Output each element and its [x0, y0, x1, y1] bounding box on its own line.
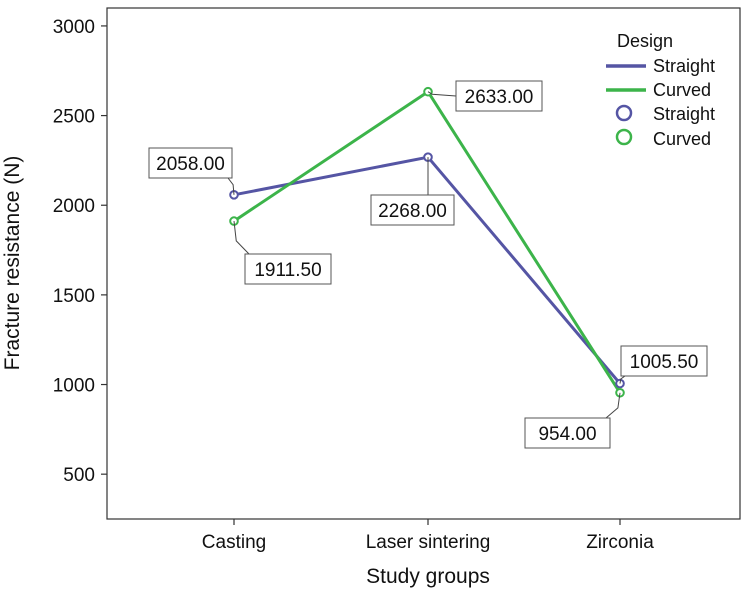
- data-label-box: [148, 147, 233, 179]
- data-point-curved: [423, 86, 433, 97]
- data-label-leader: [605, 392, 621, 419]
- y-tick-label: 3000: [53, 17, 95, 38]
- legend: Design Straight Curved Straight Curved: [606, 31, 715, 149]
- data-label: 2058.00: [156, 154, 225, 175]
- x-tick-label: Laser sintering: [366, 532, 491, 553]
- data-label-leader: [227, 177, 235, 195]
- y-tick-label: 2500: [53, 107, 95, 128]
- data-label-box: [620, 345, 708, 377]
- series-line-curved: [233, 90, 622, 394]
- data-label: 2633.00: [465, 87, 534, 108]
- series-group: [229, 86, 625, 398]
- legend-marker-swatch-curved: [615, 128, 633, 146]
- plot-frame: [106, 7, 741, 520]
- data-label-box: [455, 80, 543, 112]
- y-tick-label: 500: [63, 465, 95, 486]
- legend-marker-swatch-straight: [615, 104, 633, 122]
- data-label-leader: [619, 375, 626, 384]
- x-tick-label: Casting: [202, 532, 266, 553]
- data-label: 954.00: [538, 424, 596, 445]
- data-label: 2268.00: [378, 201, 447, 222]
- data-label-box: [370, 194, 455, 226]
- y-axis: 500 1000 1500 2000 2500 3000: [53, 17, 107, 486]
- y-tick-label: 1500: [53, 286, 95, 307]
- x-tick-label: Zirconia: [586, 532, 654, 553]
- x-axis: Casting Laser sintering Zirconia: [202, 519, 654, 553]
- data-label: 1005.50: [630, 352, 699, 373]
- data-label-box: [524, 417, 611, 449]
- y-axis-title: Fracture resistance (N): [1, 156, 24, 371]
- data-label-leader: [233, 221, 250, 255]
- legend-line-label-straight: Straight: [653, 56, 715, 76]
- data-labels: 2058.00 2268.00 1005.50 1911.50 2633.00 954.0…: [148, 80, 708, 449]
- legend-line-label-curved: Curved: [653, 80, 711, 100]
- y-tick-label: 1000: [53, 376, 95, 397]
- legend-marker-label-curved: Curved: [653, 129, 711, 149]
- legend-marker-label-straight: Straight: [653, 104, 715, 124]
- y-tick-label: 2000: [53, 196, 95, 217]
- legend-title: Design: [617, 31, 673, 51]
- data-label-leader: [427, 91, 457, 97]
- x-axis-title: Study groups: [366, 565, 490, 588]
- data-label-box: [244, 253, 332, 285]
- data-label: 1911.50: [254, 260, 321, 281]
